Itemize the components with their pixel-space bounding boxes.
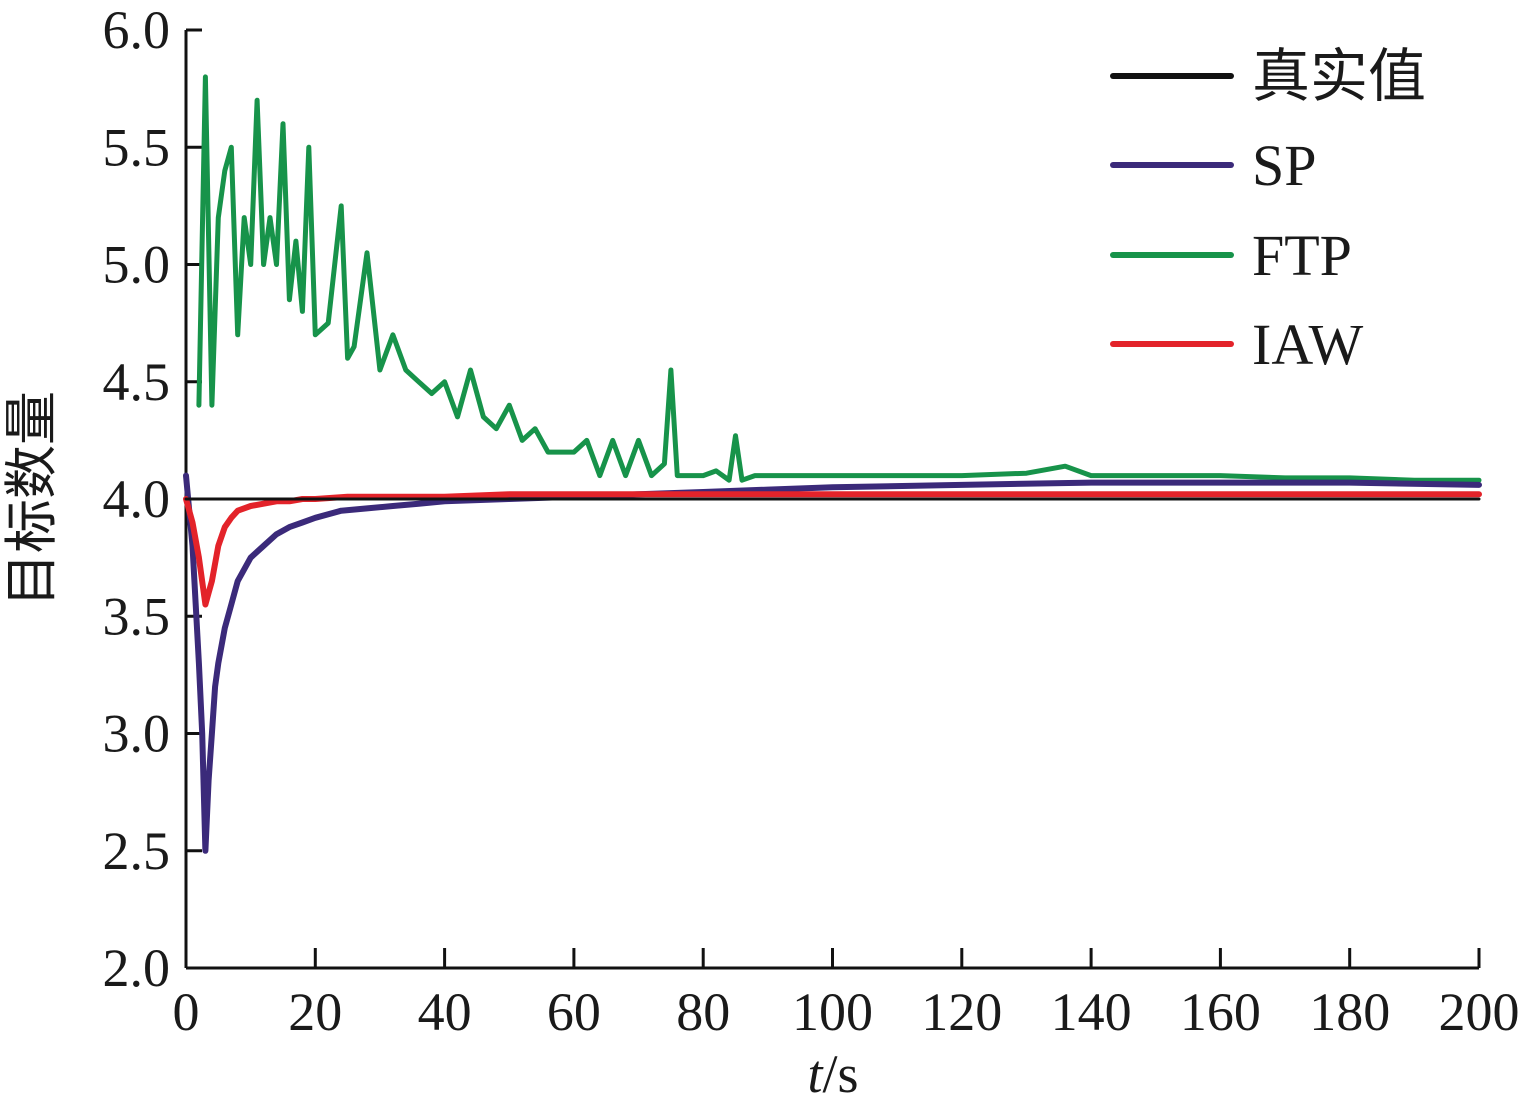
- x-tick-label: 60: [547, 982, 601, 1042]
- x-tick-label: 40: [418, 982, 472, 1042]
- legend-label: FTP: [1252, 223, 1352, 288]
- legend-label: IAW: [1252, 312, 1364, 377]
- series-line-2: [196, 74, 1482, 483]
- axis-titles: t/s 目标数量: [2, 391, 859, 1104]
- x-axis-title: t/s: [807, 1044, 858, 1104]
- series-line-3: [183, 491, 1482, 608]
- series-line-1: [183, 472, 1482, 854]
- legend-label: SP: [1252, 133, 1317, 198]
- y-tick-label: 6.0: [103, 0, 171, 60]
- x-tick-label: 180: [1309, 982, 1390, 1042]
- x-tick-label: 100: [792, 982, 873, 1042]
- x-tick-label: 0: [173, 982, 200, 1042]
- x-tick-label: 140: [1051, 982, 1132, 1042]
- x-tick-label: 80: [676, 982, 730, 1042]
- y-tick-label: 4.5: [103, 352, 171, 412]
- y-tick-label: 3.0: [103, 704, 171, 764]
- y-tick-label: 5.5: [103, 117, 171, 177]
- x-tick-label: 20: [288, 982, 342, 1042]
- y-tick-label: 4.0: [103, 469, 171, 529]
- y-tick-label: 3.5: [103, 586, 171, 646]
- y-axis-title: 目标数量: [2, 391, 62, 607]
- series-lines: [183, 74, 1482, 854]
- y-tick-label: 5.0: [103, 235, 171, 295]
- x-tick-label: 200: [1439, 982, 1520, 1042]
- axes: 0 20 40 60 80 100 120 140 160 180 200 2.0 2.5 3.0 3.5 4…: [103, 0, 1520, 1042]
- x-tick-label: 160: [1180, 982, 1261, 1042]
- legend: 真实值 SP FTP IAW: [1110, 44, 1426, 377]
- y-tick-label: 2.5: [103, 821, 171, 881]
- x-axis-title-unit: /s: [822, 1044, 858, 1104]
- x-tick-label: 120: [921, 982, 1002, 1042]
- x-axis-title-italic: t: [807, 1044, 824, 1104]
- y-tick-label: 2.0: [103, 938, 171, 998]
- legend-label: 真实值: [1252, 44, 1426, 109]
